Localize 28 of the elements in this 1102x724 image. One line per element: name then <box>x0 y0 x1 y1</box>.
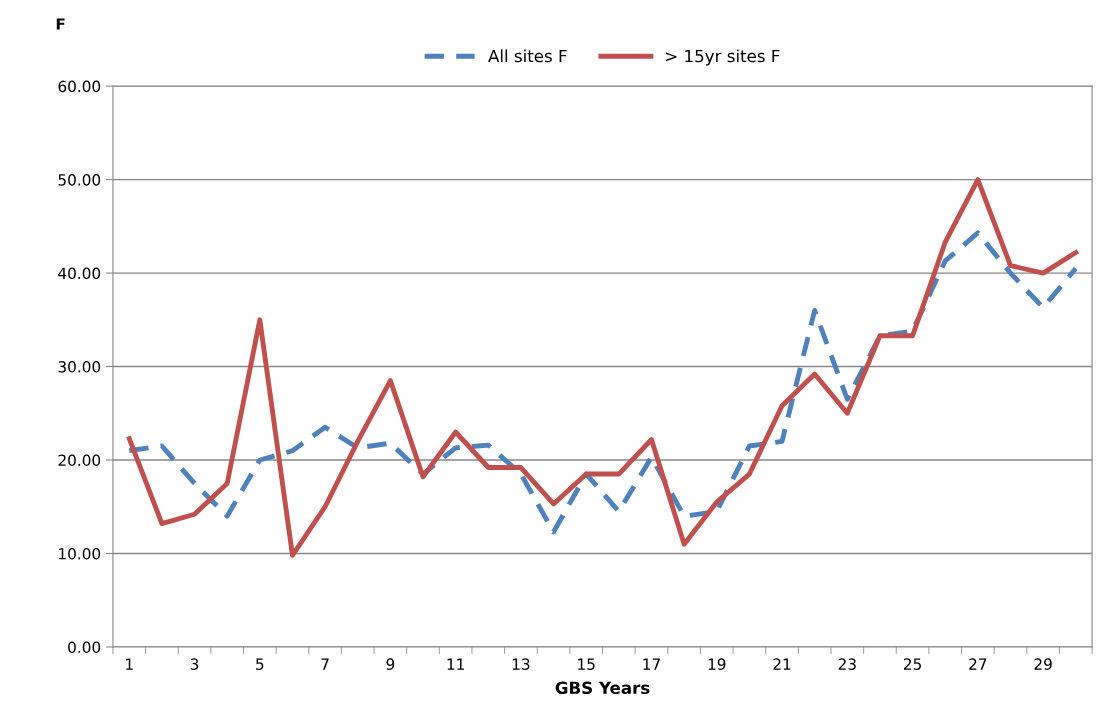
y-tick-label: 30.00 <box>58 361 101 373</box>
x-tick-label: 29 <box>1034 658 1052 670</box>
line-series <box>126 177 1079 558</box>
y-tick-label: 20.00 <box>58 454 101 467</box>
x-tick-label: 19 <box>708 658 726 670</box>
y-tick-label: 50.00 <box>58 174 101 186</box>
x-tick-label: 11 <box>447 658 464 670</box>
legend-label: All sites F <box>488 49 567 63</box>
y-tick-label: 40.00 <box>58 267 101 280</box>
x-tick-label: 27 <box>969 658 987 670</box>
x-axis-title: GBS Years <box>555 681 650 695</box>
x-tick-label: 7 <box>321 658 329 670</box>
x-tick-label: 21 <box>773 658 791 670</box>
y-tick-label: 0.00 <box>68 641 101 653</box>
x-tick-label: 9 <box>386 658 395 670</box>
y-axis-title: F <box>56 18 65 30</box>
x-tick-label: 13 <box>512 658 530 670</box>
x-tick-label: 25 <box>903 658 921 670</box>
x-tick-label: 5 <box>256 658 264 670</box>
y-tick-label: 60.00 <box>58 80 101 93</box>
x-tick-label: 15 <box>578 658 595 670</box>
legend-label: > 15yr sites F <box>666 49 780 66</box>
line-series <box>126 230 1079 535</box>
y-tick-label: 10.00 <box>59 547 101 560</box>
x-tick-label: 3 <box>190 658 199 670</box>
x-tick-label: 23 <box>838 658 856 670</box>
x-tick-label: 17 <box>643 658 660 670</box>
x-tick-label: 1 <box>126 658 133 670</box>
